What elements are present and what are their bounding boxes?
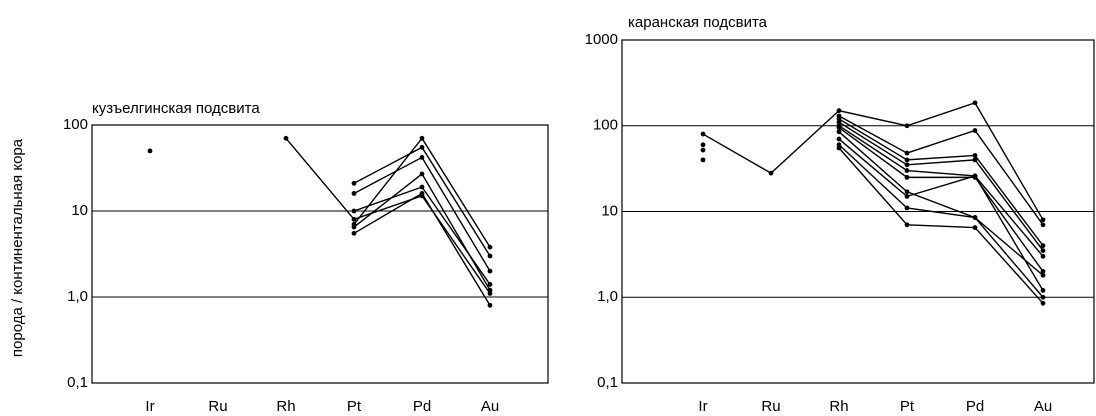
x-tick-label: Ir <box>698 398 707 415</box>
series-line <box>285 137 491 294</box>
data-point <box>1040 288 1046 293</box>
data-point <box>836 136 842 142</box>
chart-title: кузъелгинская подсвита <box>92 100 260 117</box>
chart-title: каранская подсвита <box>628 14 768 31</box>
data-point <box>1040 253 1046 259</box>
data-point <box>147 148 153 154</box>
x-tick-label: Ir <box>145 398 154 415</box>
y-tick-label: 0,1 <box>67 374 88 391</box>
series-line <box>353 146 491 257</box>
y-tick-label: 1,0 <box>597 288 618 305</box>
data-point <box>419 171 425 177</box>
data-point <box>487 282 493 287</box>
data-point <box>972 153 978 158</box>
data-point <box>904 189 910 195</box>
data-point <box>419 191 425 196</box>
data-point <box>419 184 425 190</box>
series-line <box>838 121 1044 252</box>
data-point <box>836 108 842 114</box>
y-tick-label: 0,1 <box>597 374 618 391</box>
data-point <box>1040 269 1046 274</box>
data-point <box>351 208 357 214</box>
data-point <box>283 135 289 141</box>
data-point <box>419 155 425 160</box>
data-point <box>1040 222 1046 228</box>
data-point <box>836 119 842 125</box>
data-point <box>972 225 978 230</box>
data-point <box>419 144 425 150</box>
data-point <box>1040 300 1046 306</box>
data-point <box>487 268 493 274</box>
y-tick-label: 100 <box>593 117 618 134</box>
x-tick-label: Rh <box>276 398 295 415</box>
series-line <box>838 144 1044 298</box>
x-tick-label: Pt <box>900 398 915 415</box>
x-tick-label: Au <box>1034 398 1052 415</box>
y-tick-label: 100 <box>63 116 88 133</box>
data-point <box>419 135 425 141</box>
series-line <box>838 138 1044 291</box>
data-point <box>351 216 357 222</box>
data-point <box>1040 294 1046 300</box>
y-tick-label: 1,0 <box>67 288 88 305</box>
data-point <box>904 162 910 168</box>
data-point <box>768 170 774 176</box>
data-point <box>972 100 978 106</box>
data-point <box>972 128 978 133</box>
x-tick-label: Ru <box>761 398 780 415</box>
data-point <box>351 191 357 196</box>
data-point <box>904 123 910 129</box>
data-point <box>700 157 706 163</box>
series-line <box>838 147 1044 304</box>
data-point <box>700 147 706 153</box>
x-tick-label: Ru <box>208 398 227 415</box>
y-tick-label: 10 <box>601 202 618 219</box>
x-tick-label: Pd <box>413 398 431 415</box>
data-point <box>836 129 842 135</box>
data-point <box>1040 248 1046 253</box>
data-point <box>1040 272 1046 278</box>
data-point <box>700 142 706 148</box>
data-point <box>904 194 910 199</box>
series-line <box>353 192 491 306</box>
data-point <box>351 230 357 236</box>
data-point <box>972 173 978 179</box>
data-point <box>487 302 493 308</box>
series-line <box>838 118 1044 247</box>
data-point <box>972 215 978 220</box>
series-line <box>838 115 1044 226</box>
data-point <box>487 287 493 293</box>
x-tick-label: Pd <box>966 398 984 415</box>
x-tick-label: Rh <box>829 398 848 415</box>
y-axis-label: порода / континентальная кора <box>9 138 26 357</box>
data-point <box>904 205 910 211</box>
data-point <box>904 150 910 156</box>
data-point <box>836 145 842 151</box>
series-line <box>838 131 1044 276</box>
y-tick-label: 1000 <box>585 31 618 48</box>
data-point <box>972 157 978 163</box>
data-point <box>904 174 910 180</box>
data-point <box>904 222 910 228</box>
data-point <box>836 125 842 131</box>
data-point <box>904 168 910 173</box>
data-point <box>487 253 493 259</box>
x-tick-label: Pt <box>347 398 362 415</box>
series-line <box>838 125 1044 257</box>
data-point <box>700 131 706 137</box>
series-line <box>838 127 1044 272</box>
y-tick-label: 10 <box>71 202 88 219</box>
data-point <box>351 180 357 186</box>
data-point <box>351 224 357 230</box>
x-tick-label: Au <box>481 398 499 415</box>
data-point <box>1040 243 1046 249</box>
data-point <box>487 244 493 250</box>
data-point <box>904 157 910 163</box>
data-point <box>1040 217 1046 223</box>
series-line <box>702 101 1044 221</box>
